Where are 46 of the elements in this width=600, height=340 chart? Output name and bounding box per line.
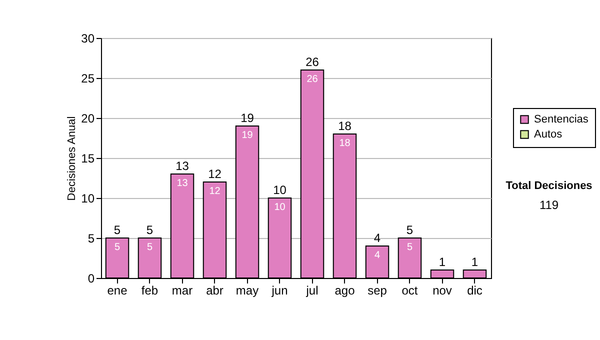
x-tick-label: mar <box>172 284 193 298</box>
x-tick-label: ene <box>107 284 128 298</box>
data-label: 18 <box>339 138 351 149</box>
data-label: 5 <box>146 242 153 253</box>
total-label: 5 <box>146 223 154 237</box>
total-label: 5 <box>114 223 121 237</box>
data-label: 26 <box>306 74 318 85</box>
x-tick-label: ago <box>334 284 356 298</box>
x-tick-label: jul <box>305 284 318 298</box>
data-label: 10 <box>274 202 286 213</box>
y-tick-label: 25 <box>81 72 95 86</box>
data-label: 5 <box>406 242 413 253</box>
x-tick-label: feb <box>141 284 158 298</box>
y-tick-label: 15 <box>81 152 95 166</box>
data-label: 4 <box>374 250 380 261</box>
x-tick-label: dic <box>467 284 482 298</box>
total-label: 18 <box>338 119 352 133</box>
legend-label: Sentencias <box>534 114 589 126</box>
total-label: 13 <box>176 159 190 173</box>
x-tick-label: abr <box>206 284 224 298</box>
y-tick-label: 5 <box>88 232 95 246</box>
total-label: 4 <box>374 231 381 245</box>
total-label: 10 <box>273 183 287 197</box>
total-label: 12 <box>208 167 222 181</box>
y-tick-label: 0 <box>88 272 95 286</box>
total-label: 19 <box>240 111 254 125</box>
legend-label: Autos <box>534 128 563 140</box>
x-tick-label: jun <box>270 284 288 298</box>
y-tick-label: 30 <box>81 32 95 46</box>
y-tick-label: 20 <box>81 112 95 126</box>
total-label: 5 <box>406 223 414 237</box>
x-tick-label: oct <box>402 284 418 298</box>
data-label: 19 <box>242 130 254 141</box>
total-label: 1 <box>471 255 478 269</box>
y-tick-label: 10 <box>81 192 95 206</box>
text: 119 <box>539 198 559 212</box>
y-axis-title: Decisiones Anual <box>66 116 78 201</box>
x-tick-label: sep <box>368 284 388 298</box>
x-tick-label: may <box>236 284 259 298</box>
data-label: 5 <box>114 242 120 253</box>
total-label: 1 <box>438 255 446 269</box>
total-label: 26 <box>306 55 320 69</box>
data-label: 13 <box>176 178 188 189</box>
text: Total Decisiones <box>506 180 592 192</box>
data-label: 12 <box>209 186 221 197</box>
x-tick-label: nov <box>432 284 452 298</box>
